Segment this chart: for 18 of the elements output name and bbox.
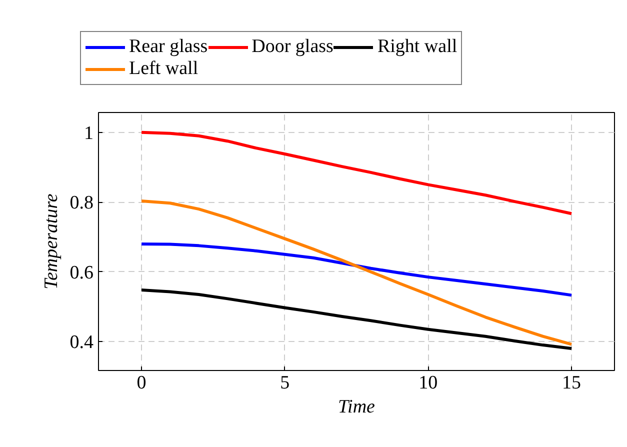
x-axis-title: Time [338, 396, 375, 418]
line-series [140, 200, 573, 346]
line-series [140, 288, 573, 350]
y-tick-label: 1 [84, 122, 94, 144]
legend-label: Left wall [129, 58, 198, 80]
x-tick-label: 5 [280, 372, 290, 394]
y-tick-label: 0.8 [70, 192, 94, 214]
y-axis-title: Temperature [40, 194, 62, 290]
y-tick-label: 0.6 [70, 262, 94, 284]
y-tick-label: 0.4 [70, 332, 94, 354]
x-tick-label: 10 [418, 372, 438, 394]
x-tick-label: 15 [562, 372, 581, 394]
line-series [140, 130, 573, 216]
legend-label: Door glass [252, 36, 334, 58]
legend-label: Right wall [377, 36, 458, 58]
legend-label: Rear glass [129, 36, 208, 58]
line-series [140, 242, 573, 297]
x-tick-label: 0 [136, 372, 146, 394]
